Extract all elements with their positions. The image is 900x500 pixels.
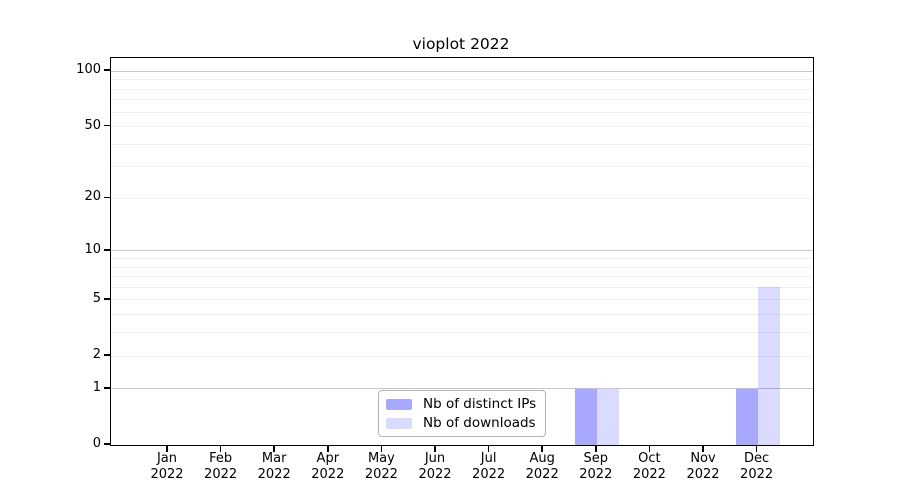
x-tick-oct: [648, 445, 651, 452]
y-tick-label-10: 10: [84, 241, 101, 257]
legend-item-downloads: Nb of downloads: [386, 415, 536, 431]
gridline-3: [111, 332, 813, 334]
y-tick-label-20: 20: [84, 189, 101, 205]
x-tick-aug: [541, 445, 543, 452]
x-tick-may: [380, 445, 383, 452]
x-tick-label-may: May 2022: [364, 451, 398, 482]
gridline-7: [111, 276, 813, 278]
y-tick-100: [104, 69, 110, 71]
x-tick-label-dec: Dec 2022: [740, 451, 774, 482]
gridline-10: [111, 250, 813, 252]
x-tick-jun: [434, 445, 436, 452]
legend-label-downloads: Nb of downloads: [423, 415, 536, 431]
x-tick-feb: [219, 445, 222, 452]
y-tick-2: [104, 354, 110, 356]
gridline-80: [111, 88, 813, 90]
gridline-9: [111, 257, 813, 259]
gridline-5: [111, 299, 813, 301]
y-tick-label-0: 0: [92, 436, 101, 451]
x-tick-jul: [487, 445, 490, 452]
y-tick-5: [104, 298, 110, 300]
gridline-40: [111, 143, 813, 145]
y-tick-label-50: 50: [84, 117, 101, 133]
y-tick-0: [104, 443, 110, 445]
legend-swatch-downloads: [386, 417, 412, 429]
bar-dec-downloads: [757, 287, 780, 445]
x-tick-label-sep: Sep 2022: [579, 451, 613, 482]
gridline-8: [111, 266, 813, 268]
x-tick-sep: [595, 445, 597, 452]
gridline-30: [111, 166, 813, 168]
gridline-1: [111, 388, 813, 390]
gridline-50: [111, 126, 813, 128]
gridline-20: [111, 197, 813, 199]
legend-label-distinct-ips: Nb of distinct IPs: [423, 396, 537, 412]
x-tick-label-nov: Nov 2022: [686, 451, 720, 482]
bar-sep-distinct-ips: [574, 388, 597, 445]
y-tick-label-2: 2: [92, 347, 101, 362]
chart-title: vioplot 2022: [412, 35, 510, 53]
y-tick-label-5: 5: [92, 290, 101, 306]
bar-dec-distinct-ips: [735, 388, 758, 445]
x-tick-mar: [273, 445, 275, 452]
y-tick-label-100: 100: [76, 62, 101, 78]
y-tick-label-1: 1: [92, 379, 101, 395]
y-tick-50: [104, 124, 110, 127]
x-tick-label-mar: Mar 2022: [257, 451, 291, 482]
gridline-100: [111, 70, 813, 72]
bar-sep-downloads: [596, 388, 619, 445]
legend-swatch-distinct-ips: [386, 398, 412, 410]
y-tick-10: [104, 249, 110, 251]
x-tick-jan: [166, 445, 168, 452]
legend-item-distinct-ips: Nb of distinct IPs: [386, 396, 536, 412]
x-tick-label-aug: Aug 2022: [525, 451, 559, 482]
x-tick-label-feb: Feb 2022: [204, 451, 238, 482]
x-tick-label-jan: Jan 2022: [150, 451, 184, 482]
y-tick-20: [104, 196, 110, 199]
gridline-60: [111, 111, 813, 113]
plot-area: [110, 57, 814, 446]
gridline-4: [111, 314, 813, 316]
legend: Nb of distinct IPs Nb of downloads: [378, 390, 547, 437]
gridline-2: [111, 355, 813, 357]
x-tick-nov: [702, 445, 704, 452]
x-tick-dec: [755, 445, 758, 452]
x-tick-apr: [327, 445, 329, 452]
gridline-90: [111, 79, 813, 81]
x-tick-label-jun: Jun 2022: [418, 451, 452, 482]
x-tick-label-jul: Jul 2022: [472, 451, 506, 482]
gridline-70: [111, 99, 813, 101]
gridline-6: [111, 286, 813, 288]
y-tick-1: [104, 387, 110, 389]
x-tick-label-apr: Apr 2022: [311, 451, 345, 482]
x-tick-label-oct: Oct 2022: [632, 451, 666, 482]
